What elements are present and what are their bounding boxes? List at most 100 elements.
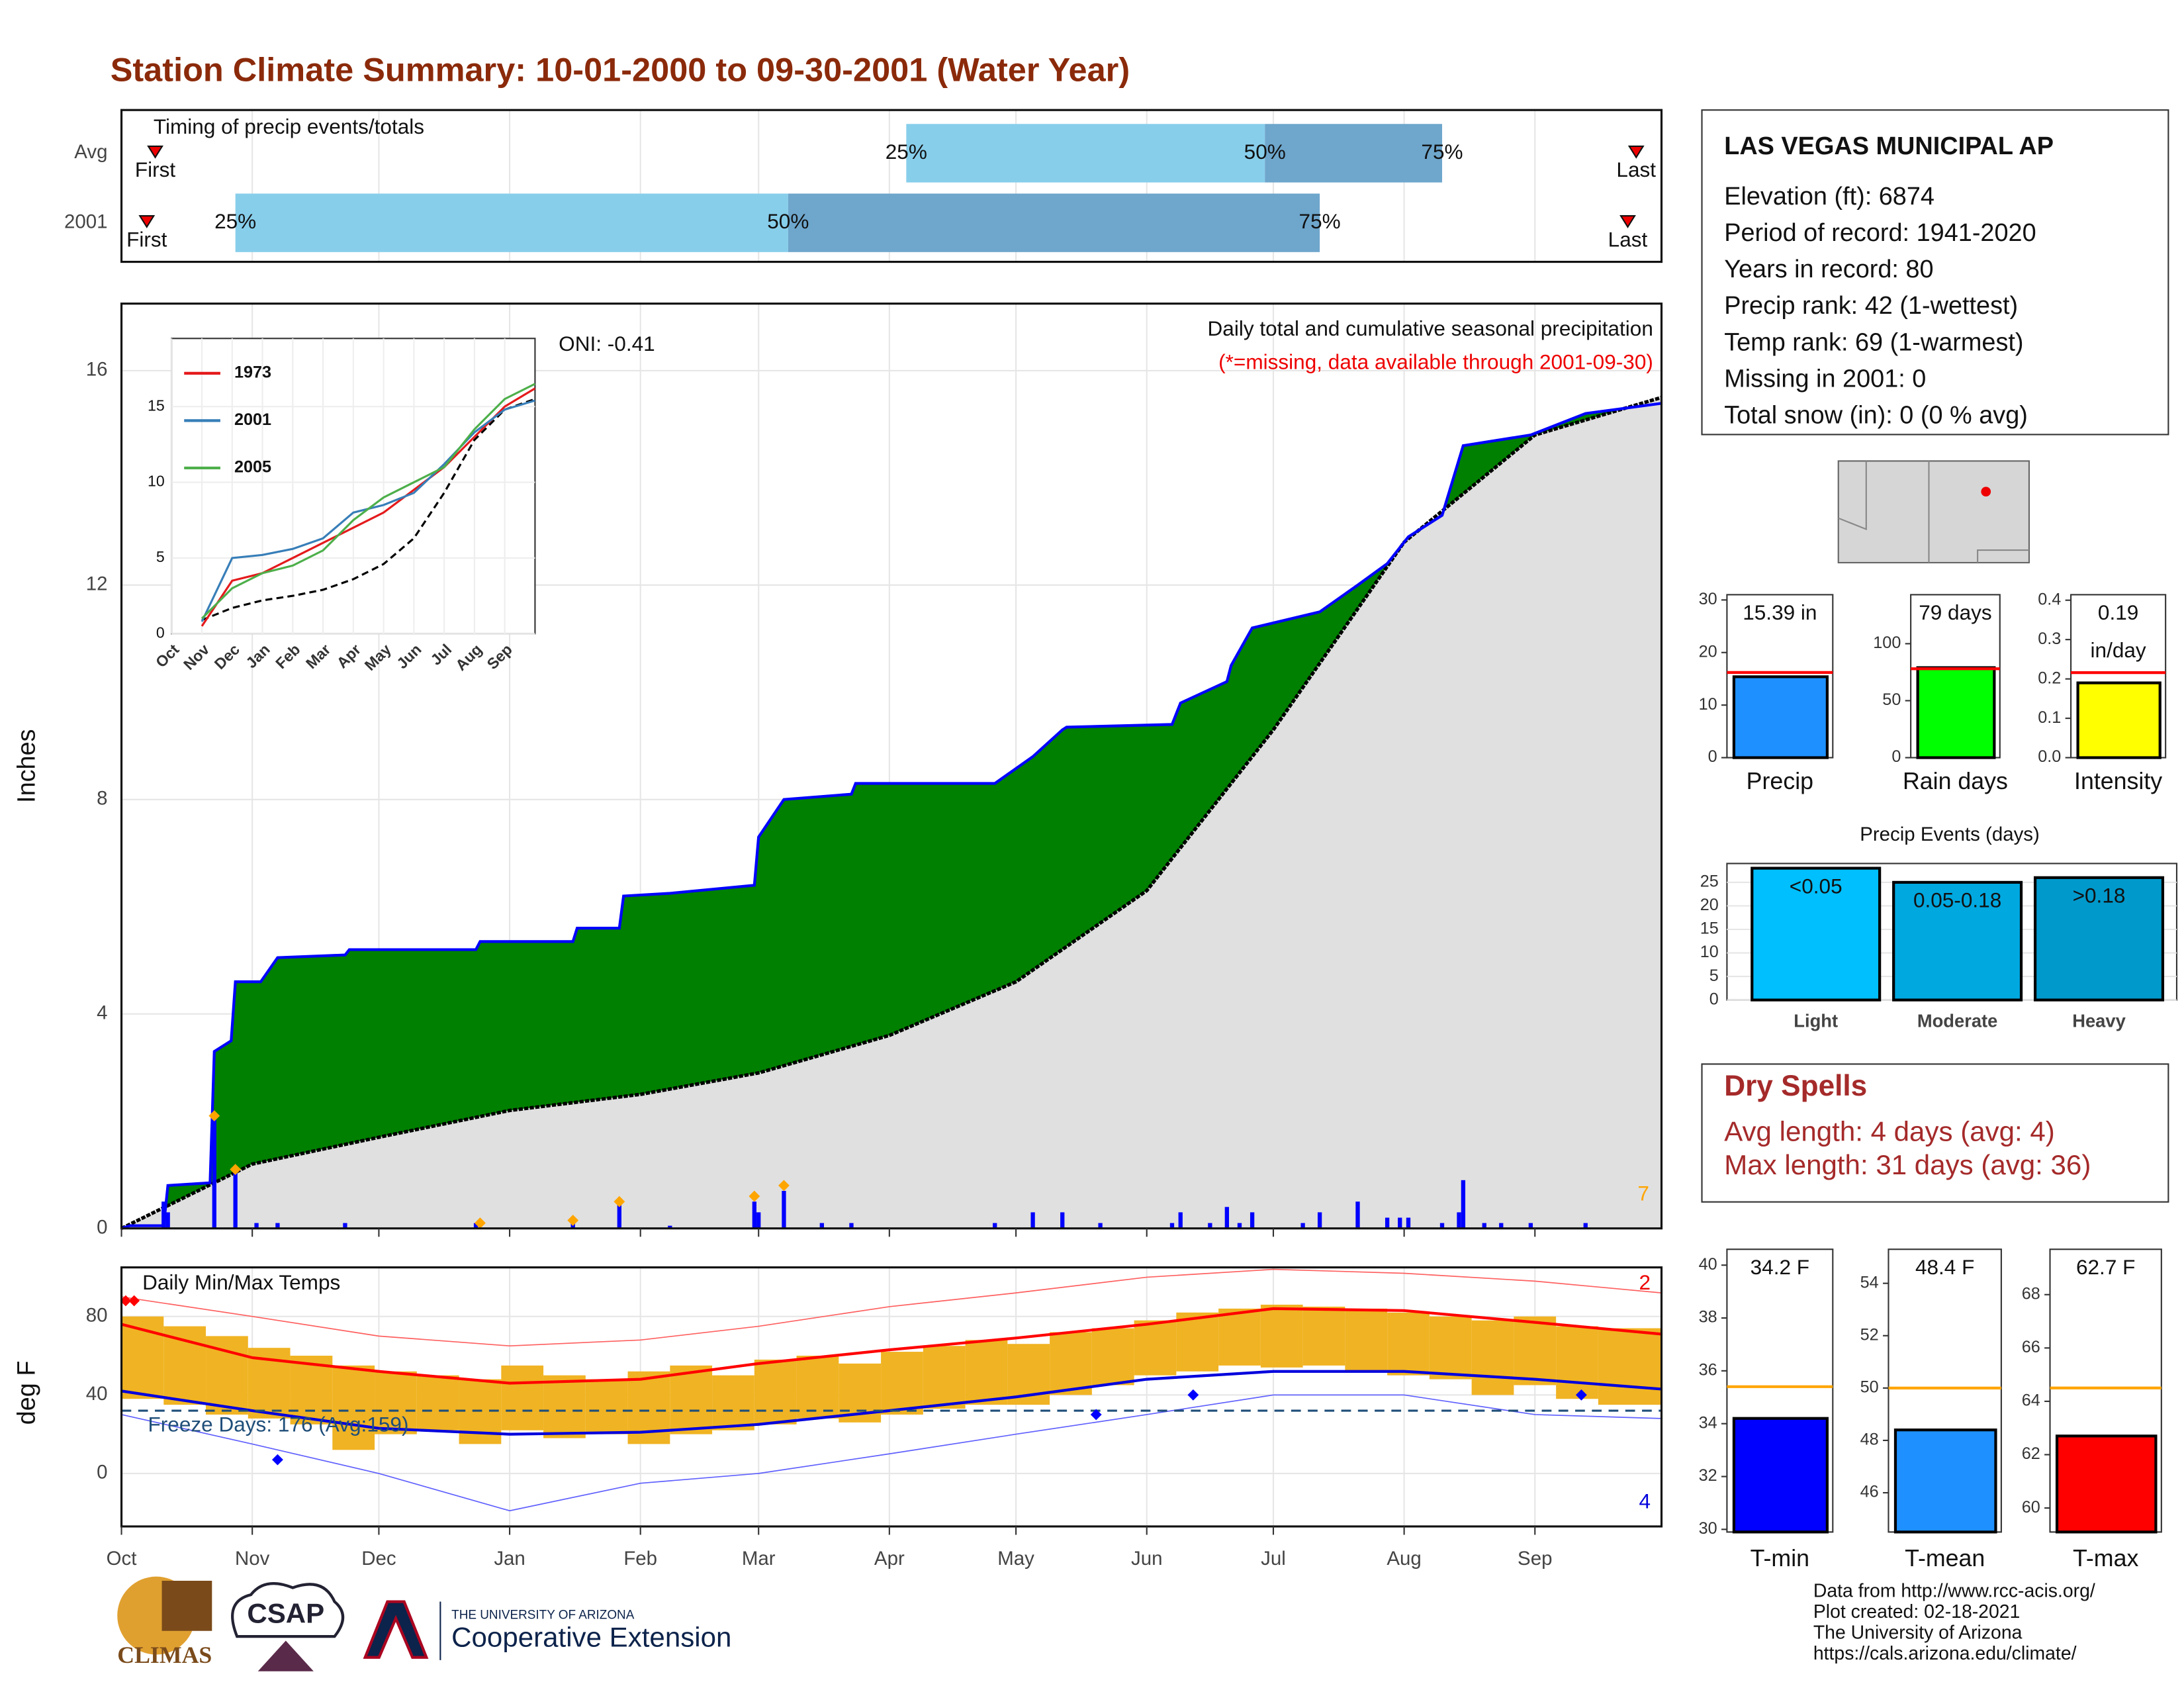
daily-bar	[1583, 1223, 1588, 1229]
record-marker	[749, 1190, 760, 1202]
temp-range-bar	[543, 1375, 586, 1438]
station-line: Temp rank: 69 (1-warmest)	[1724, 328, 2023, 356]
station-line: Years in record: 80	[1724, 256, 1933, 283]
csap-text: CSAP	[247, 1598, 324, 1629]
record-low-count: 4	[1639, 1489, 1651, 1513]
value-label: 0.05-0.18	[1913, 888, 2001, 912]
y-tick-label: 8	[97, 788, 107, 810]
coop-text: Cooperative Extension	[451, 1621, 731, 1652]
y-tick-label: 0.0	[2038, 747, 2061, 766]
temp-range-bar	[1556, 1326, 1598, 1399]
x-tick-label: Oct	[107, 1548, 137, 1570]
footer-line: https://cals.arizona.edu/climate/	[1813, 1643, 2077, 1664]
bar	[1732, 1417, 1829, 1534]
daily-bar	[254, 1223, 259, 1229]
oni: ONI: -0.41	[559, 332, 655, 355]
value-label: 34.2 F	[1751, 1255, 1809, 1279]
y-tick-label: 62	[2022, 1444, 2040, 1463]
footer-line: The University of Arizona	[1813, 1622, 2023, 1643]
x-tick-label: Nov	[235, 1548, 270, 1570]
x-tick-label: Moderate	[1917, 1011, 1998, 1031]
mini-name: Rain days	[1903, 768, 2008, 794]
station-name: LAS VEGAS MUNICIPAL AP	[1724, 132, 2054, 160]
quartile-label: 25%	[214, 209, 256, 233]
daily-bar	[1317, 1212, 1322, 1229]
event-label: Last	[1616, 158, 1656, 181]
temp-range-bar	[1091, 1328, 1134, 1385]
title: Station Climate Summary: 10-01-2000 to 0…	[111, 51, 1130, 89]
quartile-bar	[1265, 124, 1443, 183]
daily-bar	[993, 1223, 997, 1229]
series-line	[201, 387, 536, 627]
daily-bar	[752, 1201, 756, 1229]
temp-range-bar	[1387, 1312, 1430, 1376]
record-high-marker	[128, 1295, 140, 1307]
y-tick-label: 15	[148, 397, 165, 414]
y-tick-label: 36	[1699, 1361, 1717, 1380]
temp-range-bar	[923, 1346, 966, 1409]
y-tick-label: 4	[97, 1002, 107, 1024]
temp-range-bar	[1598, 1328, 1662, 1405]
event-label: First	[135, 158, 176, 181]
dry-line: Max length: 31 days (avg: 36)	[1724, 1149, 2091, 1180]
freeze-label: Freeze Days: 176 (Avg:159)	[148, 1412, 409, 1436]
legend-label: 2001	[234, 410, 271, 429]
y-tick-label: 0	[1708, 747, 1717, 766]
y-tick-label: 0	[97, 1216, 107, 1238]
daily-bar	[1482, 1223, 1486, 1229]
bar	[2033, 876, 2165, 1002]
events-title: Precip Events (days)	[1860, 823, 2040, 845]
quartile-bar	[788, 193, 1320, 252]
daily-bar	[1398, 1217, 1402, 1229]
csap-cloud	[231, 1582, 345, 1638]
temp-range-bar	[1218, 1308, 1261, 1366]
axis-label: deg F	[13, 1361, 41, 1425]
footer-line: Plot created: 02-18-2021	[1813, 1601, 2021, 1622]
ua-logo	[363, 1600, 429, 1659]
y-tick-label: 46	[1860, 1483, 1879, 1501]
row-label: 2001	[64, 211, 108, 232]
x-tick-label: Aug	[1387, 1548, 1421, 1570]
temp-range-bar	[1514, 1316, 1557, 1385]
area-fill	[121, 397, 1662, 1229]
daily-bar	[1499, 1223, 1504, 1229]
csap-mountain	[257, 1640, 314, 1671]
record-min-line	[121, 1394, 1662, 1512]
bar	[1916, 666, 1996, 759]
bar	[1751, 867, 1882, 1002]
record-count: 7	[1637, 1182, 1649, 1205]
record-low-marker	[1090, 1409, 1102, 1421]
y-tick-label: 0	[97, 1462, 107, 1483]
y-tick-label: 34	[1699, 1413, 1717, 1432]
bar	[1893, 1429, 1997, 1534]
axis-label: Inches	[13, 729, 41, 803]
station-line: Total snow (in): 0 (0 % avg)	[1724, 402, 2028, 430]
mini-name: T-max	[2073, 1545, 2138, 1571]
event-marker	[147, 145, 163, 159]
temp-range-bar	[1176, 1312, 1219, 1372]
daily-bar	[233, 1169, 238, 1229]
series-line	[201, 383, 536, 620]
panel-title: Daily Min/Max Temps	[142, 1270, 340, 1294]
unit-label: in/day	[2091, 638, 2146, 662]
y-tick-label: 32	[1699, 1466, 1717, 1485]
y-tick-label: 54	[1860, 1273, 1879, 1291]
average-line	[201, 398, 535, 622]
temp-range-bar	[1134, 1320, 1177, 1376]
info-box	[1701, 109, 2169, 436]
daily-bar	[782, 1191, 786, 1229]
temp-range-bar	[754, 1359, 797, 1425]
y-tick-label: 30	[1699, 1519, 1717, 1538]
daily-bar	[1439, 1223, 1445, 1229]
x-tick-label: Jun	[1131, 1548, 1162, 1570]
temp-range-bar	[206, 1336, 248, 1415]
map	[1837, 460, 2030, 564]
map-borders	[1838, 461, 2029, 563]
bar	[2055, 1434, 2158, 1534]
temp-range-bar	[1260, 1304, 1303, 1368]
y-tick-label: 0	[1709, 990, 1719, 1008]
y-tick-label: 38	[1699, 1308, 1717, 1327]
y-tick-label: 0	[156, 624, 165, 641]
temp-range-bar	[1345, 1308, 1388, 1372]
panel-frame	[120, 303, 1663, 1230]
